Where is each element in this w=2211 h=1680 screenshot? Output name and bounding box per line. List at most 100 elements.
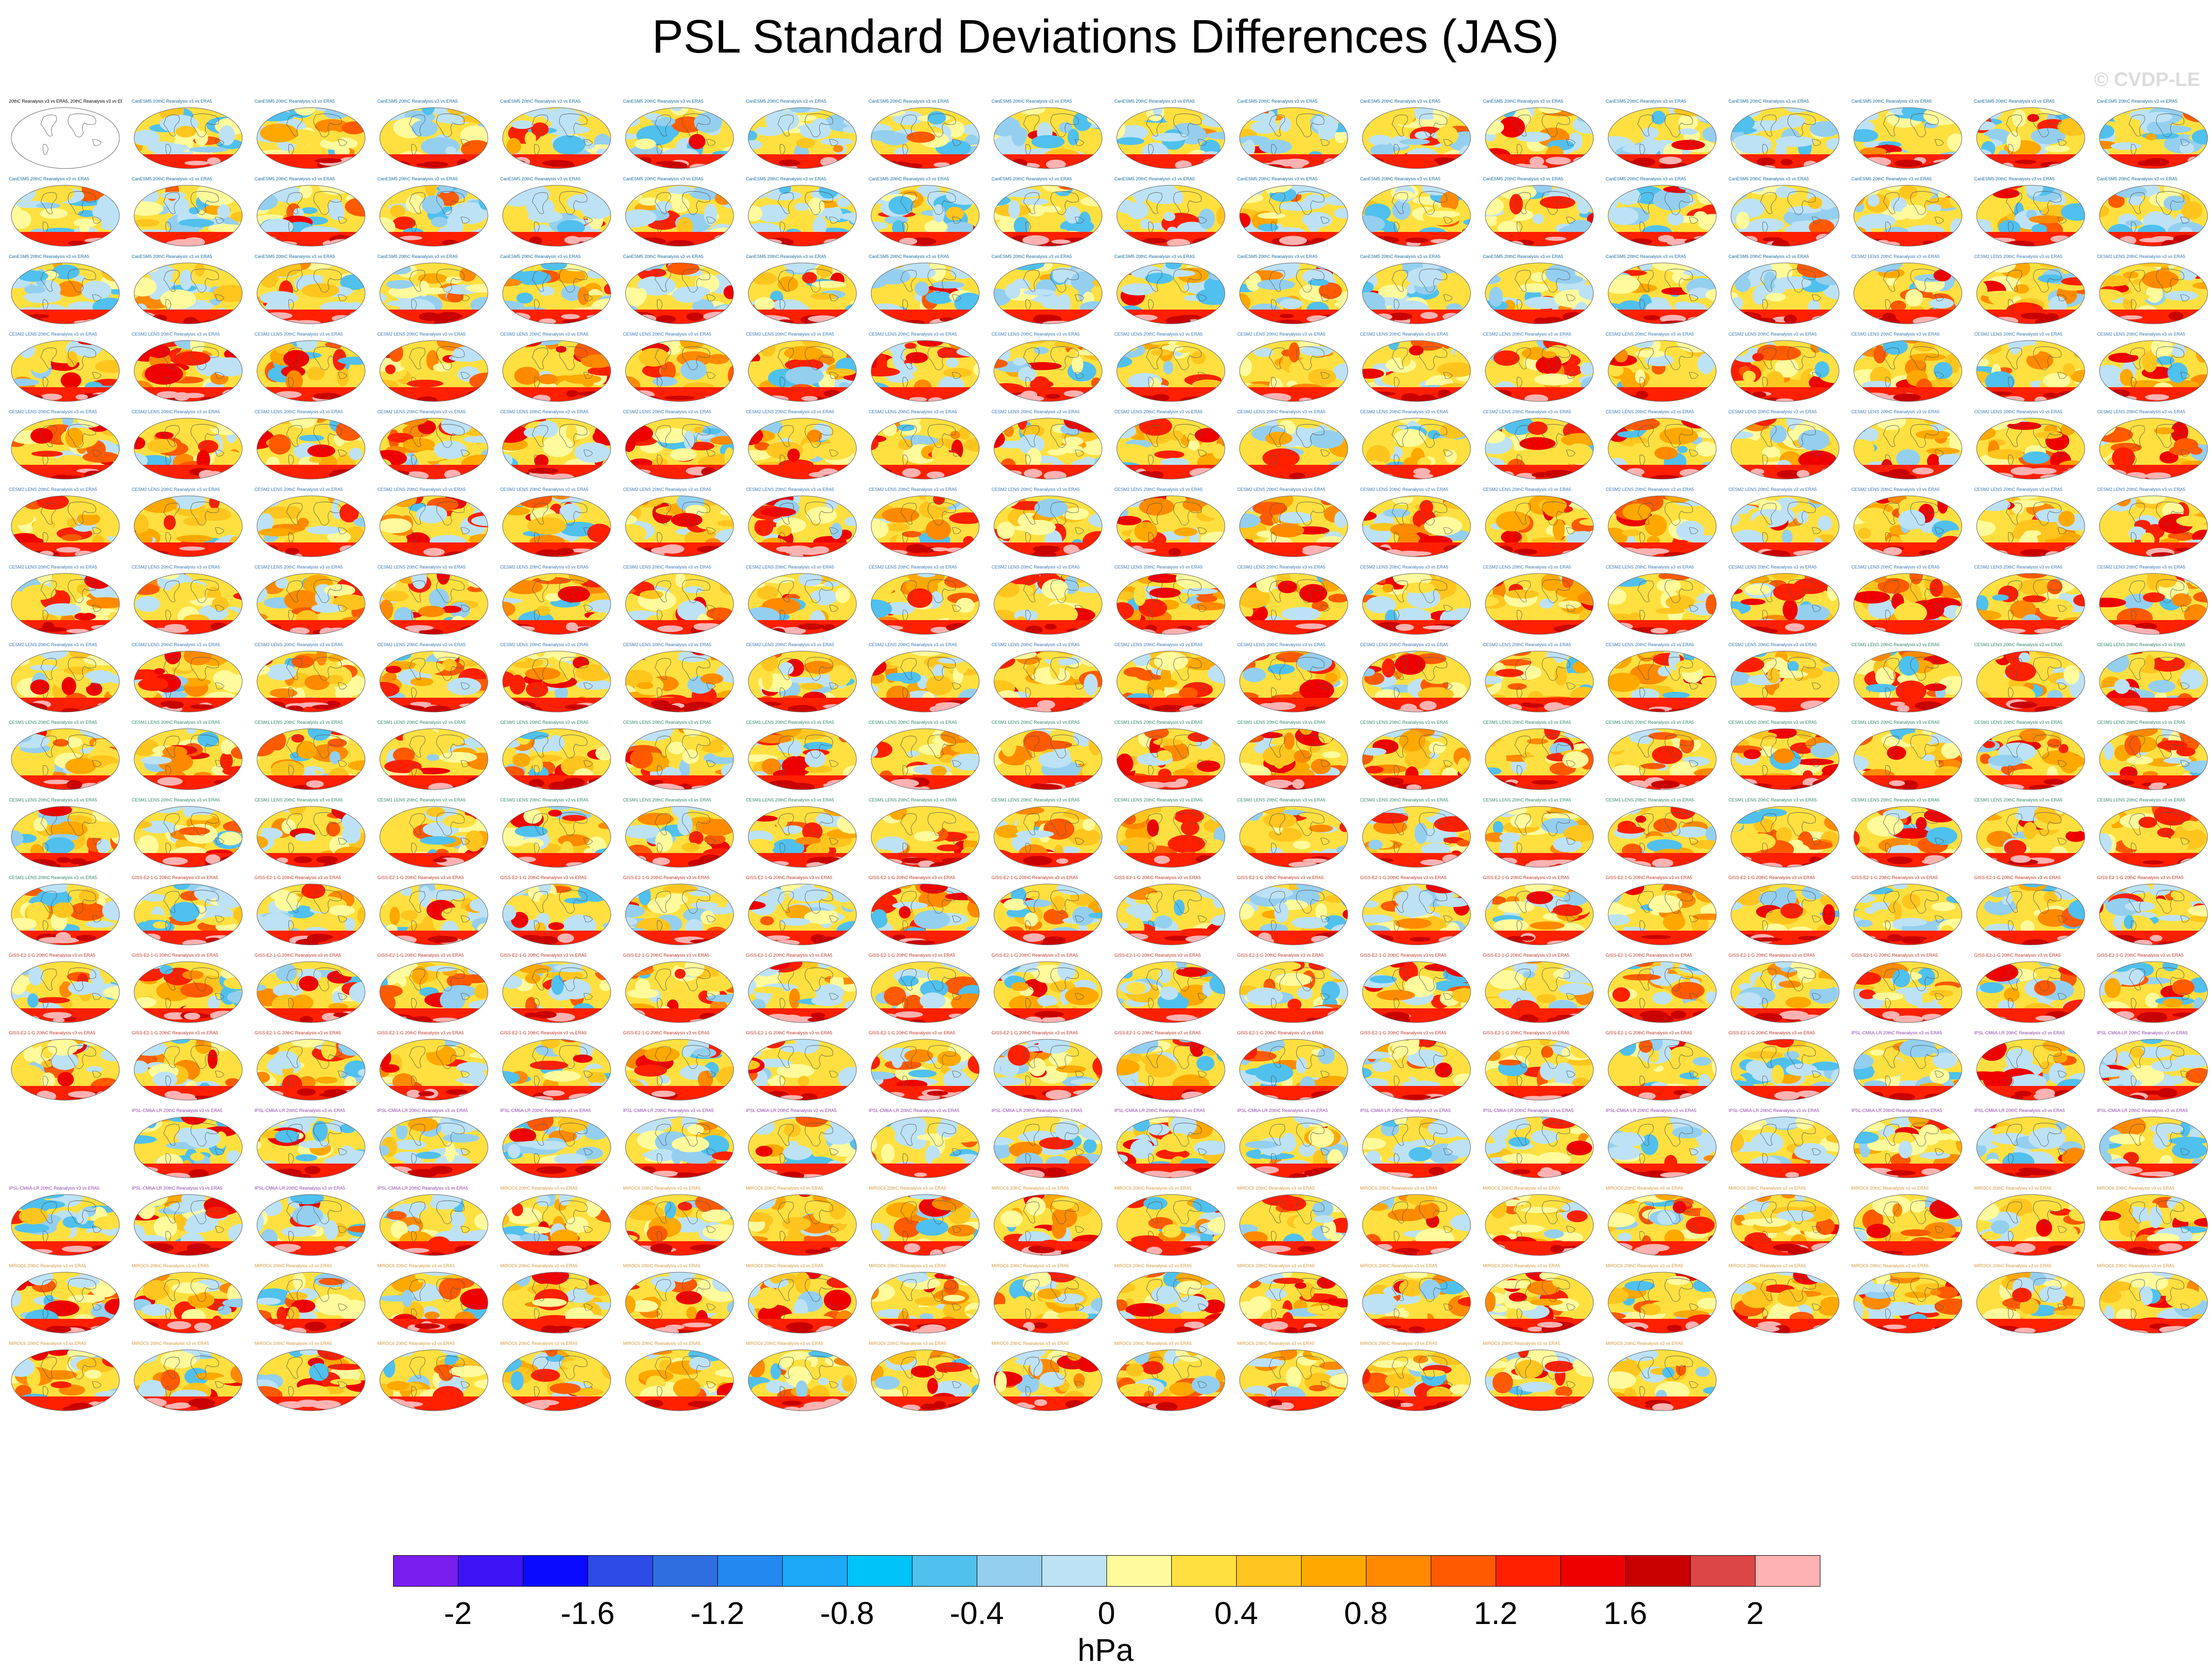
panel-label: CESM2 LENS 20thC Reanalysis v3 vs ERA5 [377, 487, 466, 492]
globe-map [869, 183, 982, 249]
panel-label: IPSL-CM6A-LR 20thC Reanalysis v3 vs ERA5 [1606, 1108, 1697, 1113]
map-panel: GISS-E2-1-G 20thC Reanalysis v3 vs ERA5 [132, 952, 245, 1026]
globe-map [2097, 959, 2210, 1025]
panel-label: CESM2 LENS 20thC Reanalysis v3 vs ERA5 [992, 642, 1080, 647]
panel-label: CESM1 LENS 20thC Reanalysis v3 vs ERA5 [1606, 720, 1694, 725]
panel-label: CESM2 LENS 20thC Reanalysis v3 vs ERA5 [2097, 565, 2185, 569]
map-panel: CESM2 LENS 20thC Reanalysis v3 vs ERA5 [1851, 331, 1964, 405]
panel-label: GISS-E2-1-G 20thC Reanalysis v3 vs ERA5 [2097, 875, 2184, 880]
map-panel: CESM2 LENS 20thC Reanalysis v3 vs ERA5 [255, 409, 368, 483]
globe-map [623, 260, 736, 326]
panel-label: CESM2 LENS 20thC Reanalysis v3 vs ERA5 [1237, 642, 1326, 647]
panel-label: GISS-E2-1-G 20thC Reanalysis v3 vs ERA5 [992, 953, 1078, 958]
panel-label: MIROC6 20thC Reanalysis v3 vs ERA5 [9, 1263, 86, 1268]
panel-label: IPSL-CM6A-LR 20thC Reanalysis v3 vs ERA5 [255, 1108, 345, 1113]
map-panel: CESM2 LENS 20thC Reanalysis v3 vs ERA5 [1974, 254, 2087, 327]
panel-label: GISS-E2-1-G 20thC Reanalysis v3 vs ERA5 [255, 1030, 341, 1035]
panel-label: GISS-E2-1-G 20thC Reanalysis v3 vs ERA5 [869, 1030, 956, 1035]
panel-label: CESM2 LENS 20thC Reanalysis v3 vs ERA5 [2097, 254, 2185, 259]
map-panel: CESM2 LENS 20thC Reanalysis v3 vs ERA5 [992, 642, 1105, 715]
map-panel: MIROC6 20thC Reanalysis v3 vs ERA5 [1360, 1185, 1473, 1259]
globe-map [9, 1347, 122, 1413]
colorbar-swatch [1755, 1555, 1820, 1587]
panel-label: GISS-E2-1-G 20thC Reanalysis v3 vs ERA5 [623, 875, 710, 880]
colorbar-swatch [1366, 1555, 1431, 1587]
map-panel: CanESM5 20thC Reanalysis v3 vs ERA5 [1974, 176, 2087, 250]
map-panel: GISS-E2-1-G 20thC Reanalysis v3 vs ERA5 [1114, 952, 1227, 1026]
colorbar-tick-label: -1.6 [560, 1595, 615, 1631]
panel-label: CanESM5 20thC Reanalysis v3 vs ERA5 [1606, 254, 1686, 259]
panel-label: IPSL-CM6A-LR 20thC Reanalysis v3 vs ERA5 [1114, 1108, 1205, 1113]
map-panel: CanESM5 20thC Reanalysis v3 vs ERA5 [377, 254, 490, 327]
globe-map [1237, 493, 1350, 559]
globe-map [132, 338, 245, 404]
map-panel: CESM1 LENS 20thC Reanalysis v3 vs ERA5 [746, 719, 859, 793]
map-panel: GISS-E2-1-G 20thC Reanalysis v3 vs ERA5 [1360, 875, 1473, 948]
panel-label: CESM2 LENS 20thC Reanalysis v3 vs ERA5 [132, 409, 220, 414]
globe-map [132, 726, 245, 792]
globe-map [500, 571, 613, 637]
map-panel: GISS-E2-1-G 20thC Reanalysis v3 vs ERA5 [377, 875, 490, 948]
map-panel: CESM2 LENS 20thC Reanalysis v3 vs ERA5 [132, 564, 245, 638]
map-panel: GISS-E2-1-G 20thC Reanalysis v3 vs ERA5 [1237, 1030, 1350, 1104]
globe-map [9, 1192, 122, 1258]
panel-label: CESM2 LENS 20thC Reanalysis v3 vs ERA5 [1237, 487, 1326, 492]
globe-map [2097, 260, 2210, 326]
globe-map [1851, 183, 1964, 249]
map-panel: CanESM5 20thC Reanalysis v3 vs ERA5 [869, 254, 982, 327]
panel-label: IPSL-CM6A-LR 20thC Reanalysis v3 vs ERA5 [869, 1108, 960, 1113]
map-panel: GISS-E2-1-G 20thC Reanalysis v3 vs ERA5 [1729, 875, 1842, 948]
map-panel: IPSL-CM6A-LR 20thC Reanalysis v3 vs ERA5 [132, 1185, 245, 1259]
panel-label: GISS-E2-1-G 20thC Reanalysis v3 vs ERA5 [377, 1030, 464, 1035]
colorbar-swatch [1625, 1555, 1691, 1587]
map-panel: CanESM5 20thC Reanalysis v3 vs ERA5 [1237, 176, 1350, 250]
globe-map [1237, 804, 1350, 870]
map-panel: GISS-E2-1-G 20thC Reanalysis v3 vs ERA5 [1237, 952, 1350, 1026]
panel-label: CanESM5 20thC Reanalysis v3 vs ERA5 [377, 254, 458, 259]
map-panel: MIROC6 20thC Reanalysis v3 vs ERA5 [1606, 1185, 1719, 1259]
map-panel: IPSL-CM6A-LR 20thC Reanalysis v3 vs ERA5 [992, 1108, 1105, 1181]
globe-map [132, 959, 245, 1025]
panel-label: CESM1 LENS 20thC Reanalysis v3 vs ERA5 [9, 875, 97, 880]
map-panel: CESM2 LENS 20thC Reanalysis v3 vs ERA5 [255, 642, 368, 715]
panel-label: CESM2 LENS 20thC Reanalysis v3 vs ERA5 [377, 565, 466, 569]
map-panel: CanESM5 20thC Reanalysis v3 vs ERA5 [869, 98, 982, 172]
panel-label: CESM1 LENS 20thC Reanalysis v3 vs ERA5 [1360, 797, 1448, 802]
globe-map [377, 882, 490, 947]
globe-map [9, 959, 122, 1025]
map-panel: GISS-E2-1-G 20thC Reanalysis v3 vs ERA5 [1851, 952, 1964, 1026]
panel-label: CESM2 LENS 20thC Reanalysis v3 vs ERA5 [9, 642, 97, 647]
map-panel: CESM2 LENS 20thC Reanalysis v3 vs ERA5 [746, 486, 859, 560]
globe-map [623, 804, 736, 870]
map-panel: CESM1 LENS 20thC Reanalysis v3 vs ERA5 [9, 719, 122, 793]
map-panel: CESM2 LENS 20thC Reanalysis v3 vs ERA5 [1606, 642, 1719, 715]
panel-label: GISS-E2-1-G 20thC Reanalysis v3 vs ERA5 [746, 953, 833, 958]
map-panel: MIROC6 20thC Reanalysis v3 vs ERA5 [1114, 1263, 1227, 1337]
map-panel: MIROC6 20thC Reanalysis v3 vs ERA5 [1729, 1185, 1842, 1259]
map-panel: CESM2 LENS 20thC Reanalysis v3 vs ERA5 [1237, 409, 1350, 483]
map-panel: GISS-E2-1-G 20thC Reanalysis v3 vs ERA5 [992, 1030, 1105, 1104]
map-panel: CESM2 LENS 20thC Reanalysis v3 vs ERA5 [869, 331, 982, 405]
globe-map [255, 105, 368, 171]
globe-map [623, 1270, 736, 1336]
panel-label: CanESM5 20thC Reanalysis v3 vs ERA5 [1114, 99, 1195, 104]
globe-map [1729, 726, 1842, 792]
panel-label: CESM1 LENS 20thC Reanalysis v3 vs ERA5 [1237, 720, 1326, 725]
map-panel: CESM1 LENS 20thC Reanalysis v3 vs ERA5 [9, 797, 122, 871]
panel-label: CanESM5 20thC Reanalysis v3 vs ERA5 [1237, 254, 1318, 259]
globe-map [1606, 882, 1719, 947]
panel-label: CESM1 LENS 20thC Reanalysis v3 vs ERA5 [500, 720, 589, 725]
globe-map [9, 493, 122, 559]
panel-label: GISS-E2-1-G 20thC Reanalysis v3 vs ERA5 [9, 953, 96, 958]
globe-map [377, 1192, 490, 1258]
panel-label: GISS-E2-1-G 20thC Reanalysis v3 vs ERA5 [500, 875, 587, 880]
panel-label: CanESM5 20thC Reanalysis v3 vs ERA5 [1729, 254, 1809, 259]
globe-map [500, 105, 613, 171]
map-panel: CESM1 LENS 20thC Reanalysis v3 vs ERA5 [869, 719, 982, 793]
globe-map [746, 416, 859, 482]
map-panel: IPSL-CM6A-LR 20thC Reanalysis v3 vs ERA5 [9, 1185, 122, 1259]
panel-label: GISS-E2-1-G 20thC Reanalysis v3 vs ERA5 [992, 875, 1078, 880]
globe-map [1483, 882, 1596, 947]
watermark: © CVDP-LE [2094, 69, 2200, 90]
panel-label: CESM2 LENS 20thC Reanalysis v3 vs ERA5 [1483, 409, 1571, 414]
